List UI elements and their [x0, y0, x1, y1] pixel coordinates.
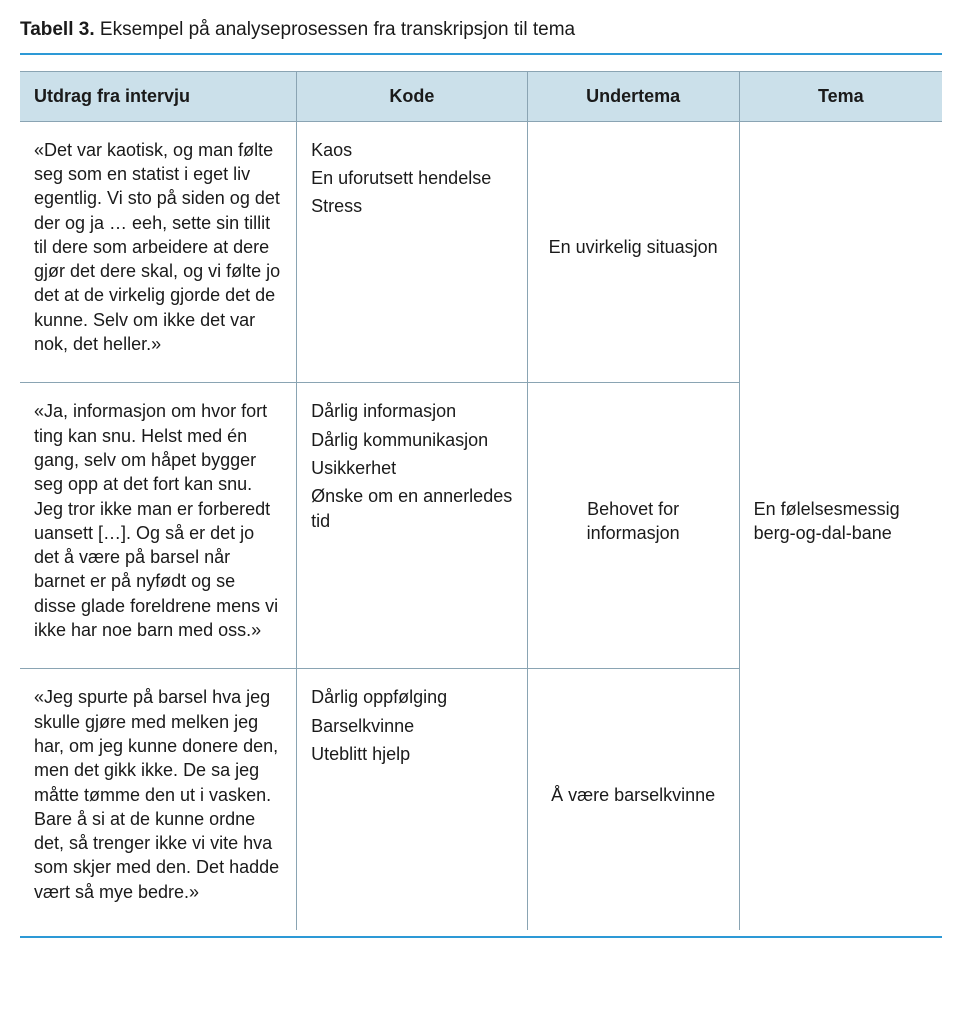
code-item: Dårlig oppfølging — [311, 685, 513, 709]
col-header-theme: Tema — [739, 71, 942, 121]
table-row: «Det var kaotisk, og man følte seg som e… — [20, 121, 942, 383]
table-caption: Tabell 3. Eksempel på analyseprosessen f… — [20, 18, 942, 43]
cell-subtheme: Behovet for informasjon — [527, 383, 739, 669]
bottom-rule — [20, 936, 942, 938]
table-caption-text: Eksempel på analyseprosessen fra transkr… — [100, 19, 575, 40]
code-item: Dårlig kommunikasjon — [311, 428, 513, 452]
cell-excerpt: «Det var kaotisk, og man følte seg som e… — [20, 121, 297, 383]
col-header-excerpt: Utdrag fra intervju — [20, 71, 297, 121]
cell-codes: Dårlig oppfølging Barselkvinne Uteblitt … — [297, 669, 528, 930]
code-item: Ønske om en annerledes tid — [311, 484, 513, 533]
table-header-row: Utdrag fra intervju Kode Undertema Tema — [20, 71, 942, 121]
cell-excerpt: «Jeg spurte på barsel hva jeg skulle gjø… — [20, 669, 297, 930]
table-caption-label: Tabell 3. — [20, 19, 95, 40]
code-item: Kaos — [311, 138, 513, 162]
cell-excerpt: «Ja, informasjon om hvor fort ting kan s… — [20, 383, 297, 669]
code-item: Dårlig informasjon — [311, 399, 513, 423]
code-item: Barselkvinne — [311, 714, 513, 738]
cell-codes: Dårlig informasjon Dårlig kommunikasjon … — [297, 383, 528, 669]
col-header-code: Kode — [297, 71, 528, 121]
code-item: Usikkerhet — [311, 456, 513, 480]
col-header-subtheme: Undertema — [527, 71, 739, 121]
cell-codes: Kaos En uforutsett hendelse Stress — [297, 121, 528, 383]
cell-subtheme: Å være barselkvinne — [527, 669, 739, 930]
top-rule — [20, 53, 942, 55]
cell-theme: En følelsesmessig berg-og-dal-bane — [739, 121, 942, 930]
cell-subtheme: En uvirkelig situasjon — [527, 121, 739, 383]
code-item: En uforutsett hendelse — [311, 166, 513, 190]
code-item: Stress — [311, 194, 513, 218]
code-item: Uteblitt hjelp — [311, 742, 513, 766]
analysis-table: Utdrag fra intervju Kode Undertema Tema … — [20, 71, 942, 930]
